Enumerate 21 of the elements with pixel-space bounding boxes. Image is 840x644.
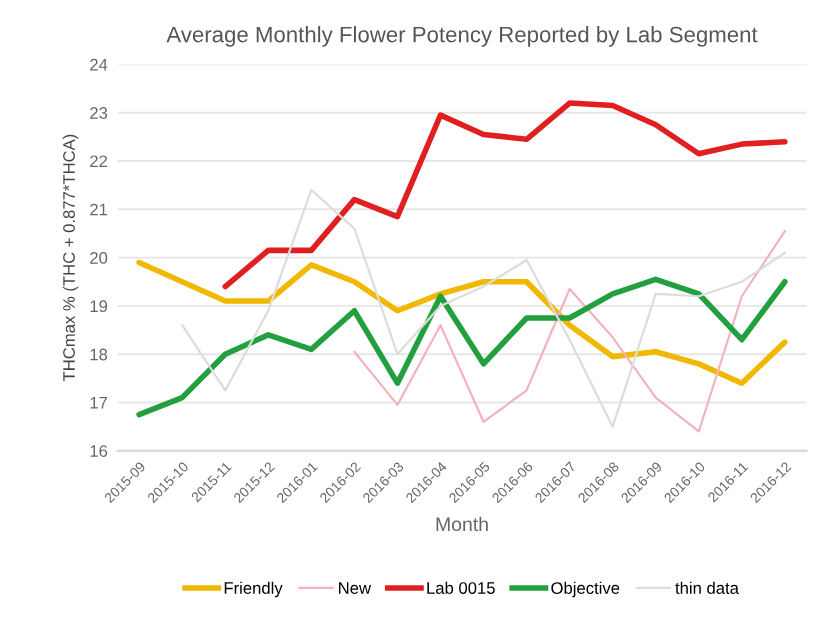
line-series [222, 100, 788, 290]
y-tick-label: 17 [90, 397, 108, 409]
y-axis-title: THCmax % (THC + 0.877*THCA) [62, 134, 79, 382]
y-tick-label: 19 [90, 300, 108, 313]
x-axis-title: Month [436, 516, 488, 532]
line-series [353, 229, 786, 433]
y-tick-label: 20 [90, 252, 108, 264]
y-tick-label: 24 [90, 58, 108, 71]
legend-label: Lab 0015 [427, 581, 495, 594]
chart-title: Average Monthly Flower Potency Reported by Lab Segment [166, 26, 758, 47]
legend-label: thin data [675, 581, 739, 594]
line-series [136, 259, 788, 386]
y-tick-label: 18 [90, 348, 108, 361]
y-tick-label: 21 [90, 203, 108, 216]
y-tick-label: 23 [90, 107, 108, 119]
line-series [136, 276, 788, 418]
y-tick-label: 16 [90, 445, 108, 457]
legend-label: Friendly [224, 581, 283, 598]
legend-label: New [339, 582, 372, 594]
y-tick-label: 22 [90, 155, 108, 168]
legend-label: Objective [551, 581, 620, 598]
